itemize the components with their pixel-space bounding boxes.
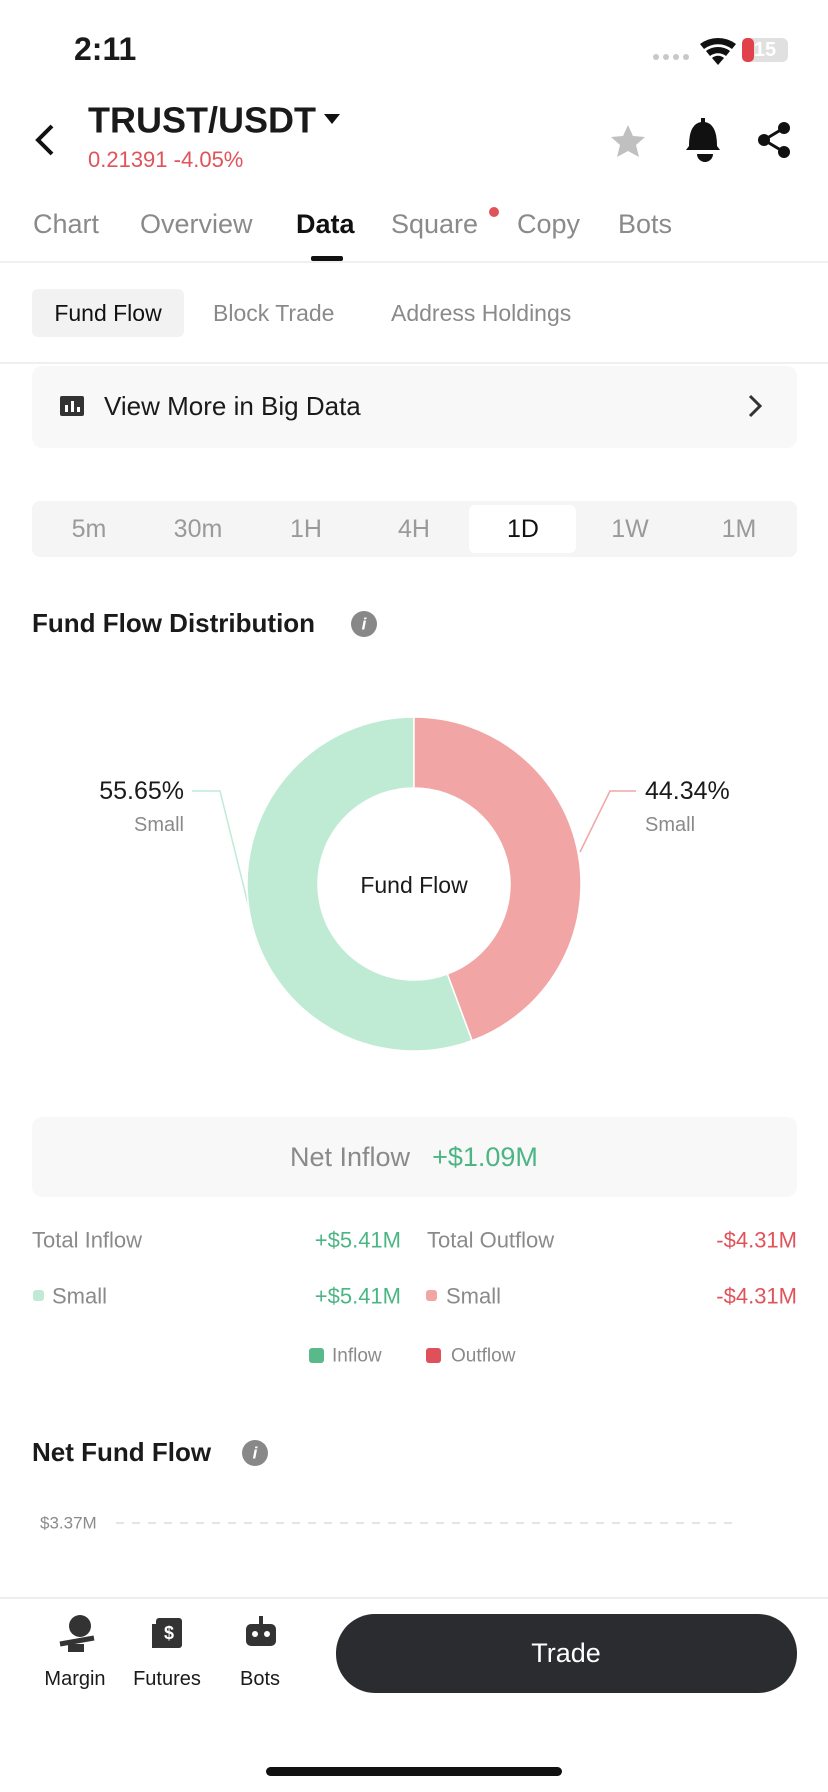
row-label: Total Inflow (32, 1228, 142, 1253)
tab[interactable]: Chart (33, 209, 100, 239)
tab[interactable]: Bots (618, 209, 672, 239)
battery-text: 15 (754, 39, 776, 61)
row-value: -$4.31M (716, 1228, 797, 1253)
tab[interactable]: Square (391, 209, 478, 239)
timeframe-selected-bg (469, 505, 576, 553)
sub-tab[interactable]: Address Holdings (391, 300, 571, 326)
big-data-banner[interactable] (32, 366, 797, 448)
share-button[interactable] (758, 122, 790, 158)
chart-title: Fund Flow Distribution (32, 608, 315, 638)
row-label: Small (446, 1284, 501, 1309)
row-value: +$5.41M (315, 1284, 401, 1309)
sub-tab[interactable]: Block Trade (213, 300, 334, 326)
svg-text:i: i (253, 1444, 259, 1463)
timeframe[interactable]: 5m (72, 515, 107, 543)
status-time: 2:11 (74, 31, 136, 67)
row-dot (33, 1290, 44, 1301)
timeframe[interactable]: 30m (174, 515, 223, 543)
info-icon[interactable]: i (242, 1440, 268, 1466)
back-button[interactable] (35, 124, 54, 156)
margin-icon[interactable] (59, 1615, 95, 1652)
pair-title[interactable]: TRUST/USDT (88, 100, 316, 141)
leader-line (579, 790, 636, 853)
slice-category-label: Small (645, 814, 695, 836)
slice-value-label: 55.65% (99, 777, 184, 805)
timeframe-active[interactable]: 1D (507, 515, 539, 543)
row-label: Small (52, 1284, 107, 1309)
timeframe-bar (32, 501, 797, 557)
row-dot (426, 1290, 437, 1301)
slice-category-label: Small (134, 814, 184, 836)
y-tick-label: $3.37M (40, 1514, 97, 1533)
sub-tab-bg (32, 289, 184, 337)
legend-swatch (309, 1348, 324, 1363)
section-title: Net Fund Flow (32, 1437, 212, 1467)
donut-slice (413, 716, 582, 1042)
slice-value-label: 44.34% (645, 777, 730, 805)
timeframe[interactable]: 1W (611, 515, 649, 543)
svg-text:i: i (362, 615, 368, 634)
nav-label[interactable]: Margin (44, 1668, 105, 1690)
notification-dot (489, 207, 499, 217)
net-label: Net Inflow (290, 1142, 411, 1172)
wifi-icon (700, 37, 736, 65)
svg-text:$: $ (164, 1623, 174, 1643)
timeframe[interactable]: 4H (398, 515, 430, 543)
timeframe[interactable]: 1H (290, 515, 322, 543)
bots-icon[interactable] (246, 1616, 276, 1646)
trade-button[interactable] (336, 1614, 797, 1693)
battery-level (742, 38, 754, 62)
home-indicator (266, 1767, 562, 1776)
timeframe[interactable]: 1M (722, 515, 757, 543)
nav-label[interactable]: Futures (133, 1668, 201, 1690)
trade-button-label[interactable]: Trade (531, 1638, 601, 1668)
signal-icon (653, 54, 689, 60)
donut-chart (246, 716, 582, 1052)
nav-label[interactable]: Bots (240, 1668, 280, 1690)
price-line: 0.21391 -4.05% (88, 147, 243, 172)
chevron (748, 394, 763, 418)
legend-swatch (426, 1348, 441, 1363)
banner-text[interactable]: View More in Big Data (104, 391, 361, 421)
alert-button[interactable] (686, 118, 720, 162)
favorite-button[interactable] (611, 125, 645, 157)
donut-center-label: Fund Flow (360, 872, 468, 898)
row-value: +$5.41M (315, 1228, 401, 1253)
info-icon[interactable]: i (351, 611, 377, 637)
donut-slice (246, 716, 474, 1052)
legend-label: Inflow (332, 1346, 382, 1367)
net-inflow-box (32, 1117, 797, 1197)
legend-label: Outflow (451, 1346, 516, 1367)
row-label: Total Outflow (427, 1228, 554, 1253)
banner-icon (60, 396, 84, 416)
price-change: -4.05% (174, 147, 244, 172)
net-value: +$1.09M (432, 1142, 538, 1172)
leader-line (192, 790, 251, 913)
row-value: -$4.31M (716, 1284, 797, 1309)
tab[interactable]: Copy (517, 209, 581, 239)
futures-icon[interactable]: $ (152, 1618, 182, 1648)
sub-tab-active[interactable]: Fund Flow (54, 300, 162, 326)
tab[interactable]: Overview (140, 209, 253, 239)
tab-underline (311, 256, 343, 261)
tab-active[interactable]: Data (296, 209, 356, 239)
pair-dropdown[interactable] (324, 114, 340, 124)
price: 0.21391 (88, 147, 168, 172)
